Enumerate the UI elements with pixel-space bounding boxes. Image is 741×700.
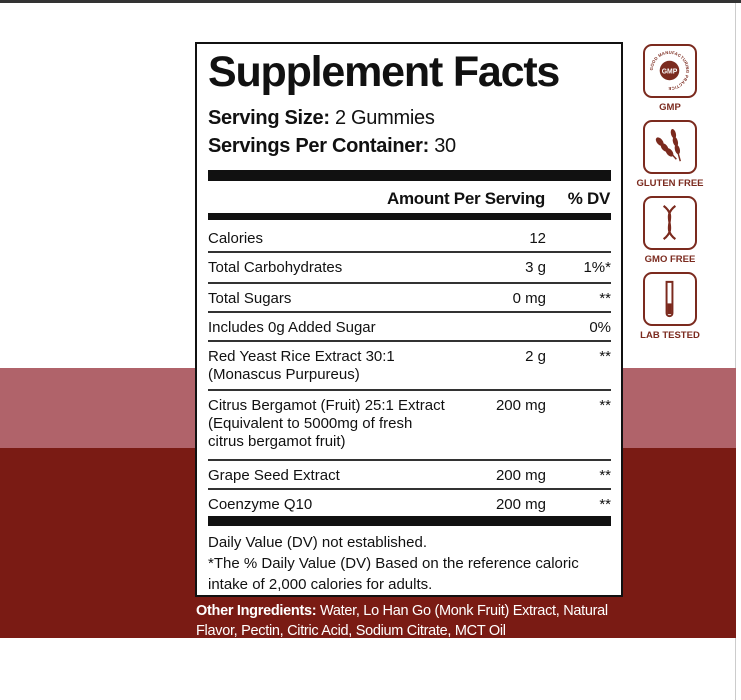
badge-label: GMP (659, 102, 681, 113)
nutrient-amount: 200 mg (495, 496, 546, 513)
wheat-icon (655, 128, 681, 162)
badge-label: LAB TESTED (640, 330, 700, 341)
nutrient-amount: 0 mg (512, 290, 546, 307)
dna-icon (662, 204, 677, 241)
gluten-free-badge (643, 120, 697, 174)
serving-size: Serving Size: 2 Gummies (208, 107, 435, 130)
amount-header: Amount Per Serving (386, 189, 545, 208)
nutrient-row: Coenzyme Q10 200 mg ** (208, 490, 611, 516)
gmp-seal-icon: GOOD MANUFACTURING PRACTICE GMP (649, 50, 690, 91)
nutrient-name: Calories (208, 230, 264, 247)
supplement-facts-panel: Supplement Facts Serving Size: 2 Gummies… (195, 42, 623, 597)
nutrient-amount: 3 g (525, 259, 546, 276)
thick-divider-bottom (208, 516, 611, 526)
nutrient-amount: 200 mg (495, 467, 546, 484)
nutrient-row: Total Carbohydrates 3 g 1%* (208, 253, 611, 284)
other-ingredients-label: Other Ingredients: (196, 603, 317, 619)
nutrient-name: Citrus Bergamot (Fruit) 25:1 Extract (Eq… (208, 397, 445, 450)
test-tube-icon (665, 280, 674, 318)
nutrient-dv: ** (599, 290, 611, 307)
thick-divider (208, 170, 611, 181)
gmo-free-badge (643, 196, 697, 250)
dv-header: % DV (567, 189, 611, 208)
panel-title: Supplement Facts (208, 48, 560, 96)
nutrient-row: Total Sugars 0 mg ** (208, 284, 611, 313)
nutrient-name: Coenzyme Q10 (208, 496, 313, 513)
lab-tested-badge (643, 272, 697, 326)
nutrient-name: Total Sugars (208, 290, 292, 307)
nutrient-name: Red Yeast Rice Extract 30:1 (Monascus Pu… (208, 348, 395, 383)
nutrient-name: Includes 0g Added Sugar (208, 319, 376, 336)
top-border (0, 0, 741, 3)
serving-size-value: 2 Gummies (334, 107, 435, 129)
footnote: *The % Daily Value (DV) Based on the ref… (208, 555, 579, 593)
nutrient-row: Calories 12 (208, 224, 611, 253)
badge-label: GLUTEN FREE (636, 178, 704, 189)
footnotes: Daily Value (DV) not established. *The %… (208, 532, 611, 595)
nutrient-dv: ** (599, 348, 611, 365)
nutrient-dv: 0% (589, 319, 611, 336)
nutrient-row: Citrus Bergamot (Fruit) 25:1 Extract (Eq… (208, 391, 611, 461)
nutrient-dv: 1%* (583, 259, 611, 276)
gmp-seal-text: GMP (662, 68, 678, 75)
nutrient-row: Red Yeast Rice Extract 30:1 (Monascus Pu… (208, 342, 611, 391)
nutrient-row: Includes 0g Added Sugar 0% (208, 313, 611, 342)
header-divider (208, 213, 611, 220)
nutrient-dv: ** (599, 467, 611, 484)
nutrient-amount: 12 (529, 230, 546, 247)
nutrient-amount: 2 g (525, 348, 546, 365)
nutrient-dv: ** (599, 496, 611, 513)
footnote: Daily Value (DV) not established. (208, 534, 427, 551)
nutrient-name: Grape Seed Extract (208, 467, 340, 484)
other-ingredients: Other Ingredients: Water, Lo Han Go (Mon… (196, 601, 626, 641)
other-ingredients-value: Water, Lo Han Go (Monk Fruit) Extract, N… (196, 603, 608, 639)
gmp-badge: GOOD MANUFACTURING PRACTICE GMP (643, 44, 697, 98)
nutrient-dv: ** (599, 397, 611, 414)
nutrient-row: Grape Seed Extract 200 mg ** (208, 461, 611, 490)
nutrient-amount: 200 mg (495, 397, 546, 414)
right-divider (735, 3, 736, 700)
servings-label: Servings Per Container: (208, 135, 429, 157)
nutrient-name: Total Carbohydrates (208, 259, 343, 276)
servings-per-container: Servings Per Container: 30 (208, 135, 456, 158)
servings-value: 30 (434, 135, 456, 157)
serving-size-label: Serving Size: (208, 107, 330, 129)
badge-label: GMO FREE (644, 254, 696, 265)
